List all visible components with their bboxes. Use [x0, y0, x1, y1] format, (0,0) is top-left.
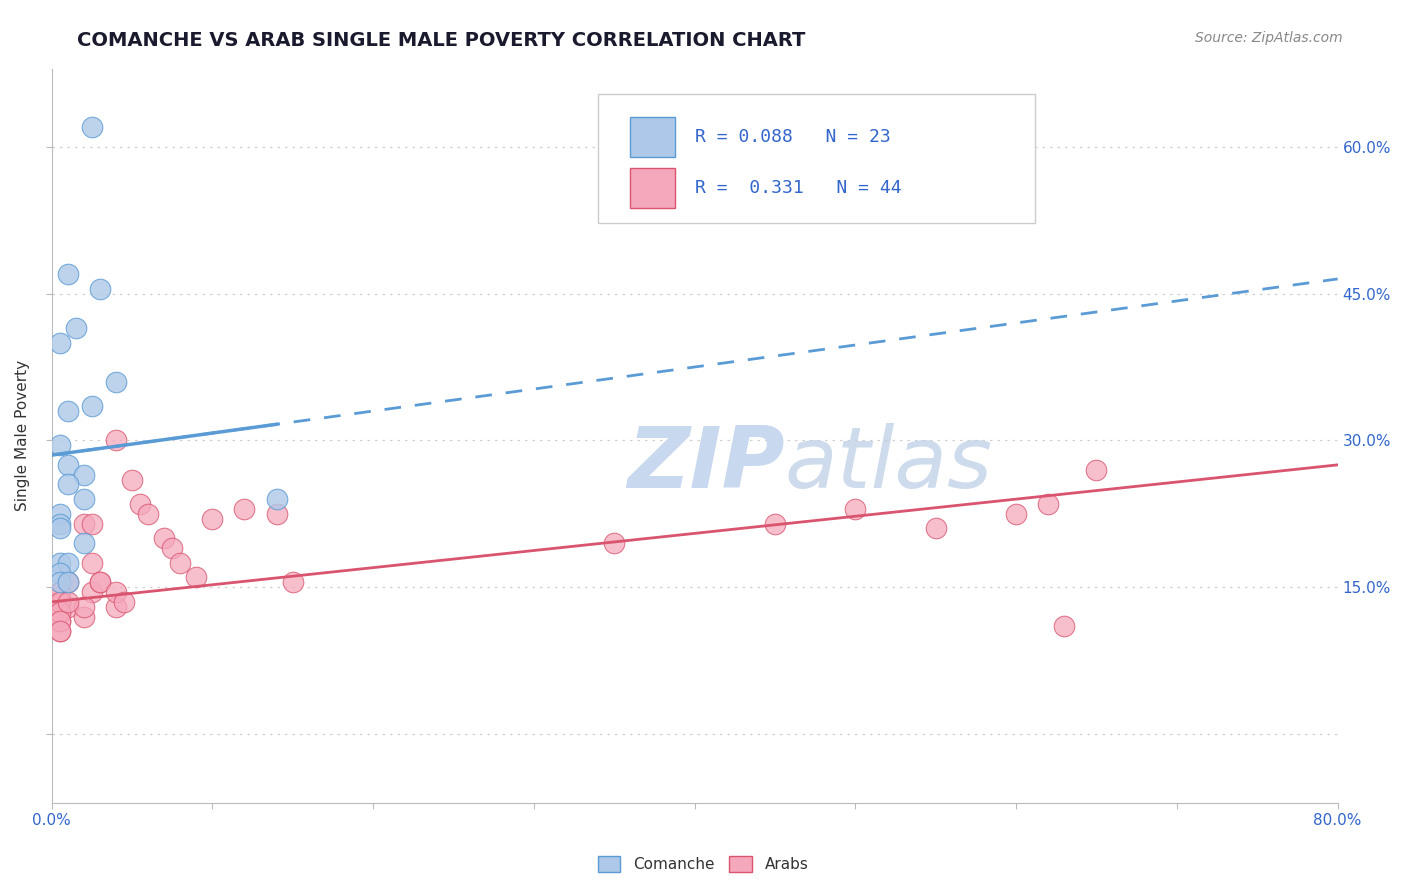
FancyBboxPatch shape	[630, 168, 675, 209]
Point	[73, 467, 96, 482]
Point	[266, 492, 288, 507]
Point	[56, 595, 79, 609]
Point	[56, 556, 79, 570]
Point	[80, 399, 103, 413]
Point	[104, 375, 127, 389]
Point	[186, 570, 208, 584]
Point	[1085, 463, 1108, 477]
Point	[48, 585, 70, 599]
Text: Source: ZipAtlas.com: Source: ZipAtlas.com	[1195, 31, 1343, 45]
Point	[48, 516, 70, 531]
FancyBboxPatch shape	[630, 117, 675, 157]
Point	[121, 473, 143, 487]
Point	[48, 566, 70, 580]
Point	[925, 521, 948, 535]
Point	[153, 531, 176, 545]
Point	[80, 120, 103, 135]
Point	[56, 599, 79, 614]
Point	[80, 585, 103, 599]
Point	[89, 575, 111, 590]
Point	[104, 434, 127, 448]
Point	[1005, 507, 1028, 521]
Point	[48, 595, 70, 609]
Text: ZIP: ZIP	[627, 424, 785, 507]
Point	[48, 624, 70, 639]
Point	[48, 595, 70, 609]
Text: atlas: atlas	[785, 424, 993, 507]
Point	[56, 458, 79, 472]
Point	[56, 575, 79, 590]
Point	[48, 624, 70, 639]
Text: R =  0.331   N = 44: R = 0.331 N = 44	[695, 179, 901, 197]
Point	[112, 595, 135, 609]
Point	[104, 585, 127, 599]
Text: R = 0.088   N = 23: R = 0.088 N = 23	[695, 128, 890, 145]
Point	[763, 516, 786, 531]
Point	[56, 477, 79, 491]
Point	[73, 516, 96, 531]
Point	[48, 615, 70, 629]
Point	[80, 556, 103, 570]
Point	[169, 556, 191, 570]
Point	[281, 575, 304, 590]
Point	[104, 599, 127, 614]
Point	[65, 321, 87, 335]
Point	[80, 516, 103, 531]
Point	[48, 605, 70, 619]
Point	[48, 335, 70, 350]
Point	[89, 575, 111, 590]
Point	[73, 536, 96, 550]
Point	[136, 507, 159, 521]
Point	[160, 541, 183, 555]
Point	[56, 267, 79, 281]
Y-axis label: Single Male Poverty: Single Male Poverty	[15, 360, 30, 511]
Point	[48, 575, 70, 590]
Point	[844, 502, 866, 516]
Point	[56, 575, 79, 590]
Point	[48, 521, 70, 535]
Point	[48, 615, 70, 629]
Text: COMANCHE VS ARAB SINGLE MALE POVERTY CORRELATION CHART: COMANCHE VS ARAB SINGLE MALE POVERTY COR…	[77, 31, 806, 50]
Point	[73, 599, 96, 614]
Point	[233, 502, 256, 516]
Point	[73, 609, 96, 624]
Point	[89, 282, 111, 296]
Point	[56, 404, 79, 418]
FancyBboxPatch shape	[598, 95, 1035, 223]
Point	[48, 438, 70, 452]
Point	[266, 507, 288, 521]
Point	[73, 492, 96, 507]
Point	[48, 605, 70, 619]
Point	[603, 536, 626, 550]
Point	[48, 556, 70, 570]
Point	[129, 497, 152, 511]
Point	[48, 585, 70, 599]
Legend: Comanche, Arabs: Comanche, Arabs	[591, 848, 815, 880]
Point	[201, 512, 224, 526]
Point	[1053, 619, 1076, 633]
Point	[48, 507, 70, 521]
Point	[1038, 497, 1060, 511]
